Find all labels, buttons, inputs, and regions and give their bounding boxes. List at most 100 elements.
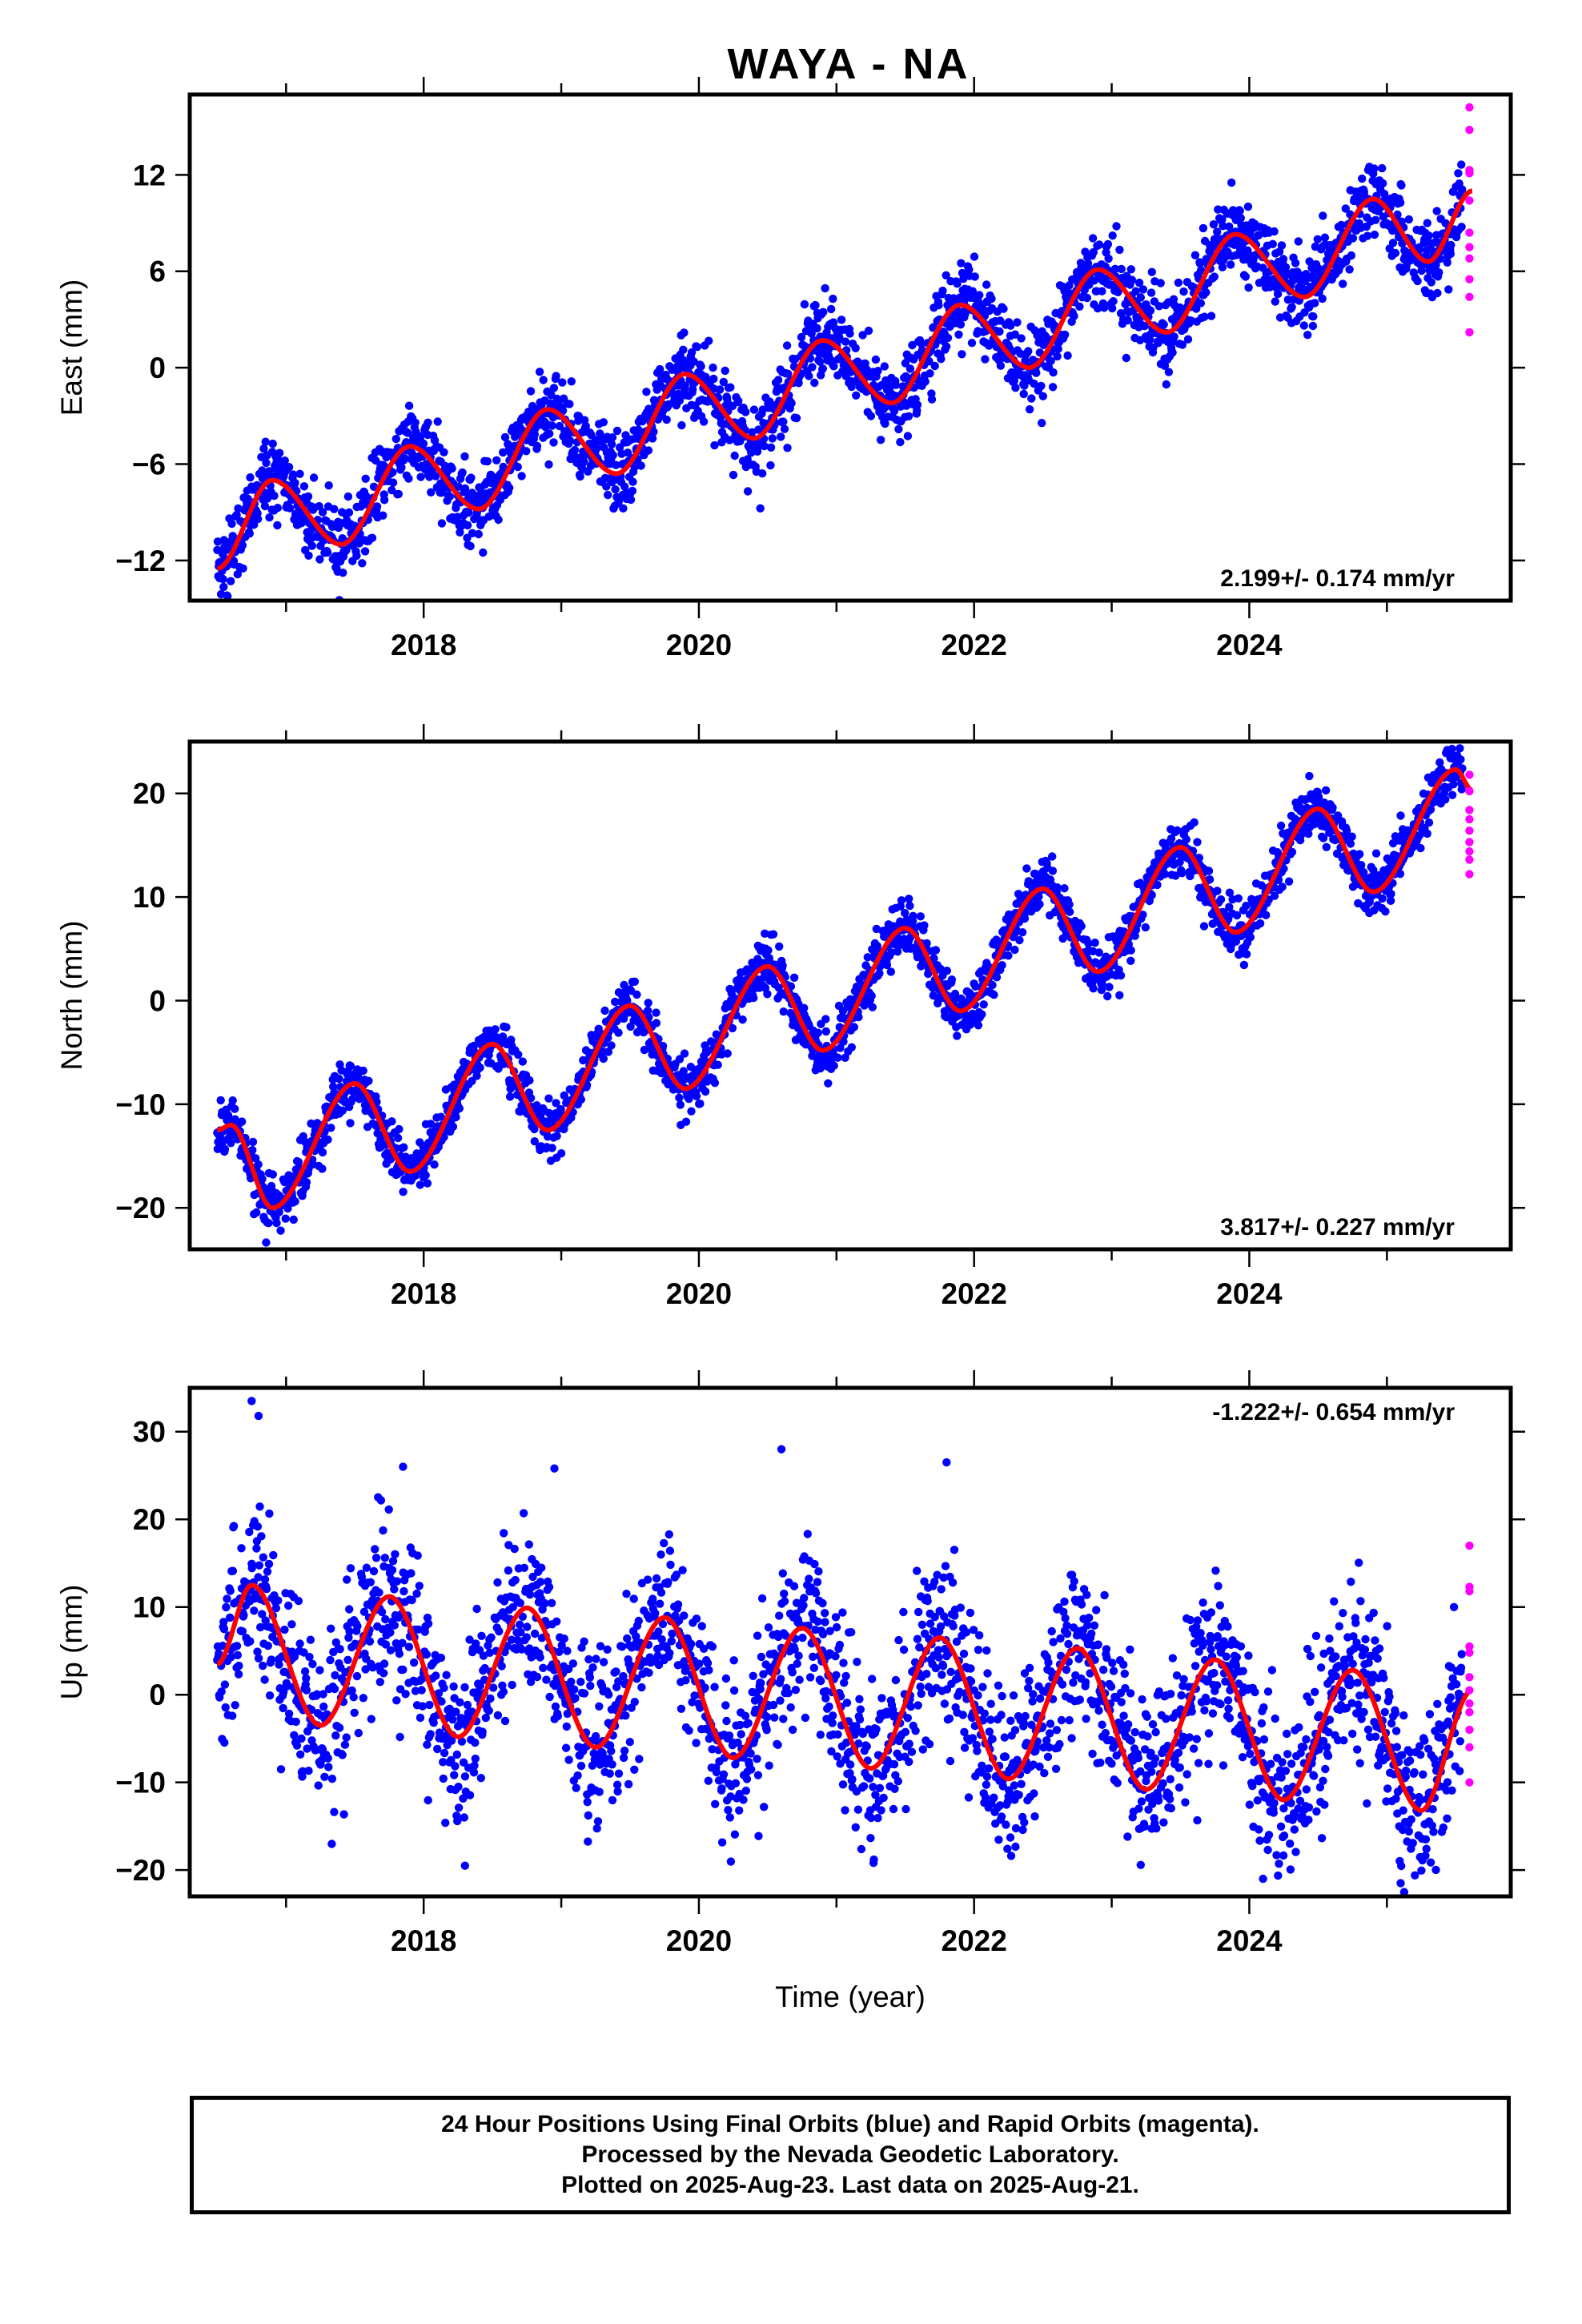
final-orbit-point: [930, 954, 938, 963]
rapid-orbit-point: [1465, 870, 1474, 879]
final-orbit-point: [216, 1096, 225, 1105]
final-orbit-point: [545, 429, 554, 438]
final-orbit-point: [552, 372, 560, 380]
final-orbit-point: [608, 433, 617, 442]
final-orbit-point: [1011, 384, 1020, 392]
final-orbit-point: [1156, 279, 1165, 287]
final-orbit-point: [239, 564, 247, 573]
final-orbit-point: [1346, 839, 1355, 848]
final-orbit-point: [504, 440, 512, 448]
final-orbit-point: [937, 355, 946, 364]
final-orbit-point: [565, 400, 574, 408]
final-orbit-point: [233, 569, 242, 579]
final-orbit-point: [748, 428, 757, 436]
final-orbit-point: [1054, 344, 1062, 353]
final-orbit-point: [1381, 907, 1390, 916]
final-orbit-point: [219, 574, 227, 584]
final-orbit-point: [1053, 883, 1062, 892]
x-tick-label: 2022: [942, 1277, 1007, 1310]
velocity-rate-label-east: 2.199+/- 0.174 mm/yr: [1220, 565, 1455, 592]
final-orbit-point: [440, 1132, 448, 1142]
final-orbit-point: [673, 389, 683, 399]
final-orbit-point: [1328, 803, 1337, 812]
final-orbit-point: [1321, 786, 1331, 795]
final-orbit-point: [600, 1006, 609, 1015]
final-orbit-point: [1309, 312, 1318, 321]
final-orbit-point: [1174, 278, 1183, 287]
final-orbit-point: [426, 1120, 436, 1128]
final-orbit-point: [1318, 294, 1327, 304]
final-orbit-point: [228, 1566, 238, 1575]
final-orbit-point: [863, 953, 873, 962]
final-orbit-point: [248, 1146, 257, 1155]
final-orbit-point: [273, 504, 282, 513]
final-orbit-point: [281, 1214, 290, 1223]
final-orbit-point: [777, 432, 785, 441]
final-orbit-point: [1279, 864, 1288, 874]
final-orbit-point: [532, 441, 542, 451]
final-orbit-point: [713, 1060, 722, 1069]
final-orbit-point: [1160, 361, 1170, 370]
final-orbit-point: [917, 339, 926, 348]
final-orbit-point: [452, 1112, 460, 1122]
final-orbit-point: [975, 291, 984, 300]
final-orbit-point: [1175, 858, 1184, 866]
final-orbit-point: [1131, 287, 1140, 296]
final-orbit-point: [1209, 220, 1219, 229]
final-orbit-point: [1278, 883, 1287, 891]
final-orbit-point: [697, 362, 705, 371]
final-orbit-point: [260, 501, 270, 511]
final-orbit-point: [263, 1641, 272, 1651]
final-orbit-point: [1153, 880, 1162, 890]
final-orbit-point: [619, 1014, 628, 1023]
final-orbit-point: [908, 340, 917, 350]
final-orbit-point: [1299, 321, 1309, 330]
final-orbit-point: [330, 505, 339, 513]
final-orbit-point: [807, 329, 816, 338]
final-orbit-point: [1398, 239, 1407, 248]
final-orbit-point: [474, 529, 483, 539]
final-orbit-point: [961, 309, 970, 318]
final-orbit-point: [950, 989, 960, 999]
final-orbit-point: [227, 577, 235, 585]
final-orbit-point: [1246, 933, 1255, 942]
final-orbit-point: [284, 1601, 293, 1610]
final-orbit-point: [1284, 877, 1294, 886]
final-orbit-point: [1093, 304, 1102, 313]
final-orbit-point: [1447, 240, 1456, 250]
final-orbit-point: [644, 446, 653, 455]
final-orbit-point: [607, 440, 616, 448]
final-orbit-point: [535, 368, 544, 376]
final-orbit-point: [903, 432, 913, 440]
final-orbit-point: [872, 924, 881, 934]
final-orbit-point: [454, 482, 463, 491]
final-orbit-point: [318, 1164, 327, 1173]
final-orbit-point: [388, 478, 398, 487]
final-orbit-point: [898, 382, 907, 391]
final-orbit-point: [998, 961, 1006, 970]
final-orbit-point: [270, 491, 279, 501]
final-orbit-points-north: [213, 744, 1467, 1247]
final-orbit-point: [548, 421, 556, 430]
final-orbit-point: [756, 504, 765, 513]
final-orbit-point: [847, 382, 856, 392]
final-orbit-point: [1010, 376, 1019, 385]
final-orbit-point: [938, 286, 947, 296]
final-orbit-point: [792, 413, 801, 423]
final-orbit-point: [824, 1079, 833, 1088]
final-orbit-point: [335, 1074, 343, 1084]
final-orbit-point: [1232, 911, 1242, 920]
final-orbit-point: [876, 436, 885, 444]
final-orbit-point: [1273, 289, 1283, 299]
final-orbit-point: [570, 445, 580, 455]
final-orbit-point: [710, 1079, 720, 1088]
final-orbit-point: [930, 361, 939, 371]
final-orbit-point: [662, 415, 671, 424]
final-orbit-point: [217, 1687, 226, 1696]
final-orbit-point: [954, 330, 963, 339]
final-orbit-point: [783, 444, 792, 452]
final-orbit-point: [483, 456, 492, 466]
